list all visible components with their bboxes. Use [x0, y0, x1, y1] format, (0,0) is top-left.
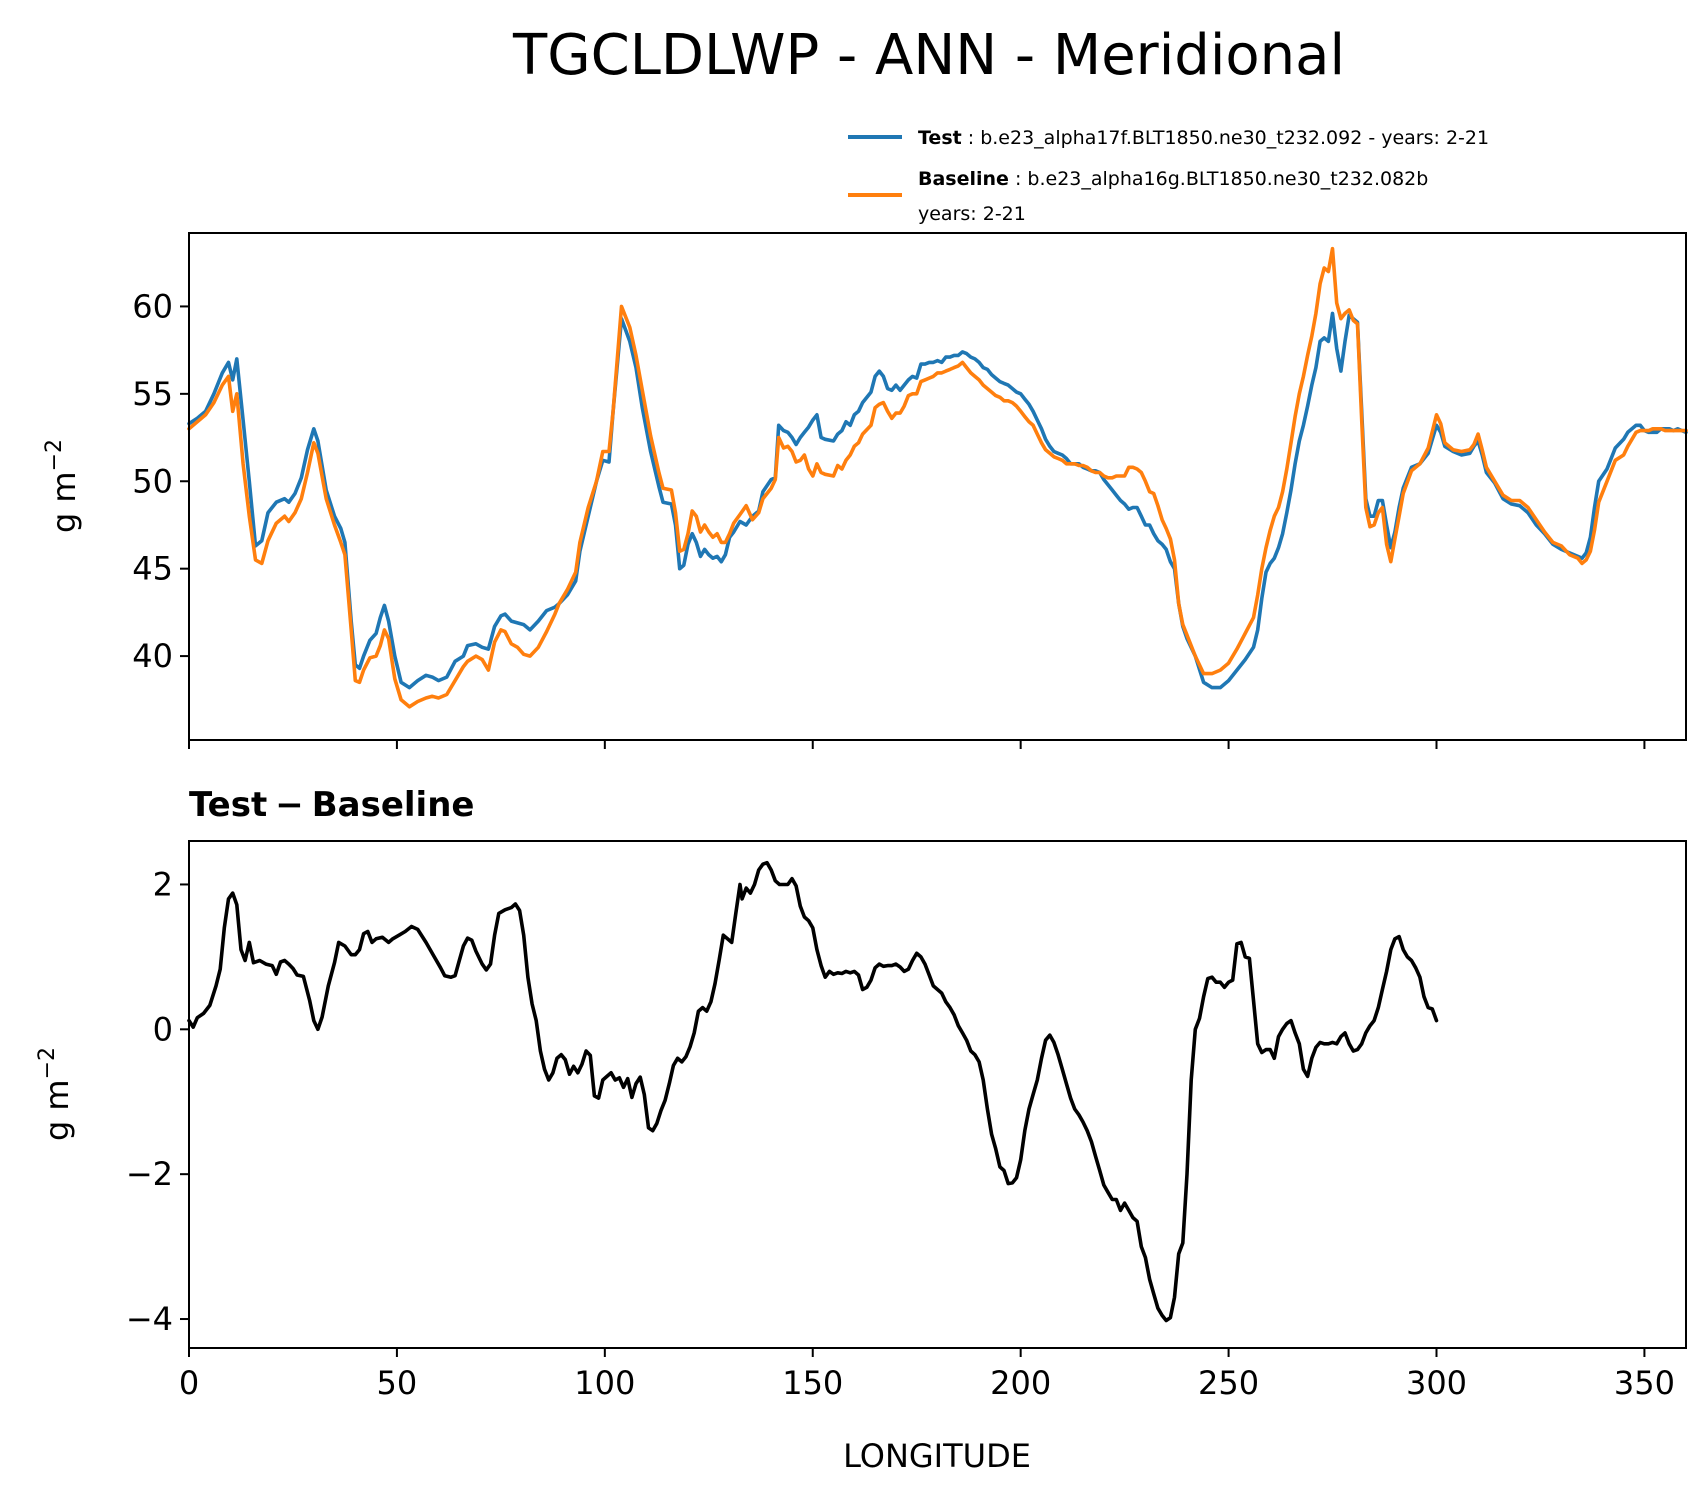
figure-title: TGCLDLWP - ANN - Meridional	[512, 23, 1345, 88]
bottom-panel: Test − Baseline −4 −2 0 2 0 50 100 150 200 250 300 3…	[35, 785, 1687, 1475]
legend-baseline-name: Baseline	[918, 168, 1009, 190]
bottom-xtick-label: 0	[179, 1364, 199, 1402]
bottom-xtick-label: 350	[1614, 1364, 1675, 1402]
bottom-ytick-label: 2	[153, 865, 173, 903]
legend-baseline-text-line2: years: 2-21	[918, 203, 1026, 225]
bottom-xaxis: 0 50 100 150 200 250 300 350	[179, 1348, 1675, 1402]
bottom-xtick-label: 300	[1406, 1364, 1467, 1402]
bottom-xtick-label: 150	[782, 1364, 843, 1402]
legend-entry-baseline: Baseline : b.e23_alpha16g.BLT1850.ne30_t…	[918, 168, 1428, 190]
bottom-yaxis: −4 −2 0 2	[126, 865, 189, 1338]
bottom-series-test-baseline	[187, 860, 1439, 1323]
bottom-plot-frame	[188, 840, 1687, 1349]
legend-test-text: b.e23_alpha17f.BLT1850.ne30_t232.092 - y…	[980, 127, 1489, 149]
bottom-xtick-label: 100	[574, 1364, 635, 1402]
legend-test-sep: :	[962, 127, 980, 149]
top-ytick-label: 55	[132, 375, 173, 413]
top-series-baseline	[187, 246, 1688, 709]
top-ylabel-text: g m	[45, 471, 83, 533]
bottom-title-baseline: Baseline	[312, 785, 475, 825]
top-ytick-label: 60	[132, 287, 173, 325]
bottom-ylabel: g m−2	[35, 1047, 76, 1141]
bottom-xtick-label: 50	[377, 1364, 418, 1402]
top-ytick-label: 50	[132, 462, 173, 500]
bottom-ytick-label: 0	[153, 1010, 173, 1048]
bottom-ytick-label: −4	[126, 1300, 173, 1338]
top-plot-frame	[188, 232, 1687, 741]
legend-test-name: Test	[918, 127, 962, 149]
legend-baseline-sep: :	[1009, 168, 1027, 190]
top-yaxis: 40 45 50 55 60	[132, 287, 189, 675]
legend: Test : b.e23_alpha17f.BLT1850.ne30_t232.…	[848, 127, 1489, 225]
bottom-ylabel-text: g m	[38, 1079, 76, 1141]
bottom-ytick-label: −2	[126, 1155, 173, 1193]
top-series-test	[187, 311, 1688, 690]
legend-entry-test: Test : b.e23_alpha17f.BLT1850.ne30_t232.…	[918, 127, 1489, 149]
bottom-xtick-label: 250	[1198, 1364, 1259, 1402]
bottom-title-minus: −	[275, 785, 304, 825]
top-ytick-label: 45	[132, 550, 173, 588]
bottom-xtick-label: 200	[990, 1364, 1051, 1402]
bottom-xlabel: LONGITUDE	[843, 1437, 1031, 1475]
bottom-panel-title: Test − Baseline	[189, 785, 474, 825]
top-panel: 40 45 50 55 60 g m−2	[42, 232, 1688, 749]
bottom-title-test: Test	[189, 785, 267, 825]
legend-baseline-text: b.e23_alpha16g.BLT1850.ne30_t232.082b	[1027, 168, 1428, 190]
bottom-series	[187, 860, 1439, 1323]
bottom-ylabel-exp: −2	[35, 1047, 60, 1079]
top-series	[187, 246, 1688, 709]
top-xaxis	[188, 740, 1646, 749]
top-ytick-label: 40	[132, 637, 173, 675]
top-ylabel-exp: −2	[42, 439, 67, 471]
top-ylabel: g m−2	[42, 439, 83, 533]
